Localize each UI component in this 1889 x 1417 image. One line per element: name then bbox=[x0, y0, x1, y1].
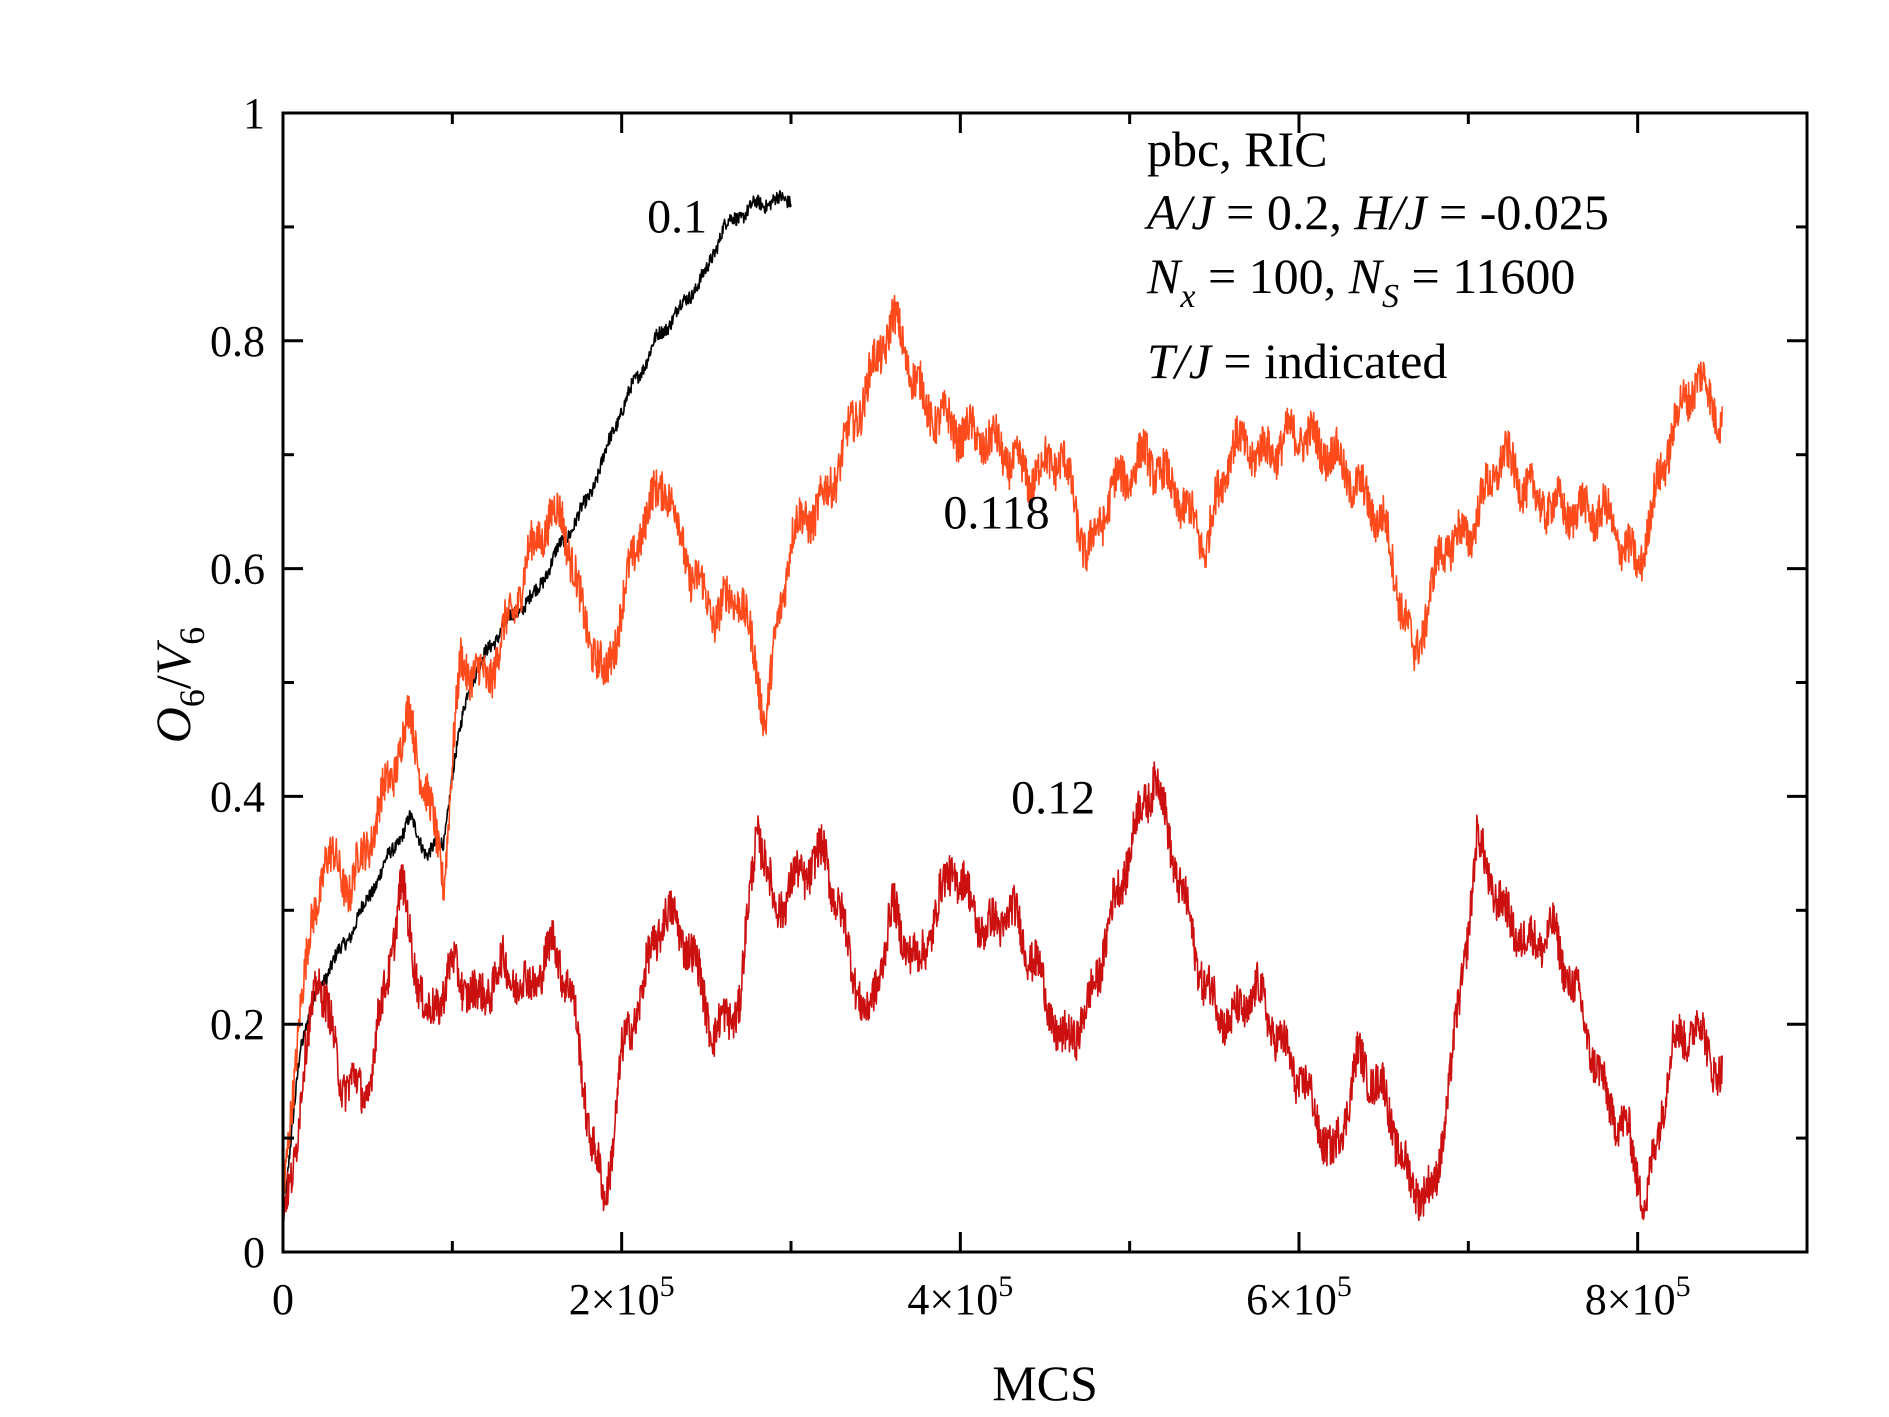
series-line-0-118 bbox=[283, 294, 1723, 1199]
curve-label: 0.118 bbox=[943, 487, 1049, 540]
y-tick-label: 0.2 bbox=[210, 1000, 265, 1049]
x-tick-label: 8×105 bbox=[1585, 1270, 1691, 1324]
series-layer bbox=[283, 190, 1723, 1228]
annotation-line-4: T/J = indicated bbox=[1147, 333, 1447, 389]
y-axis-title: O6/V6 bbox=[145, 627, 212, 744]
y-tick-label: 0 bbox=[243, 1228, 265, 1277]
y-tick-label: 0.8 bbox=[210, 317, 265, 366]
curve-label: 0.12 bbox=[1011, 771, 1095, 824]
x-tick-label: 4×105 bbox=[907, 1270, 1013, 1324]
annotation-line-2: A/J = 0.2, H/J = -0.025 bbox=[1144, 184, 1609, 240]
curve-label: 0.1 bbox=[647, 191, 707, 244]
y-tick-label: 0.6 bbox=[210, 545, 265, 594]
x-tick-label: 0 bbox=[272, 1275, 294, 1324]
y-tick-label: 1 bbox=[243, 89, 265, 138]
plot-frame bbox=[281, 111, 1809, 1254]
annotation-line-3: Nx = 100, NS = 11600 bbox=[1146, 248, 1575, 315]
series-line-0-1 bbox=[283, 190, 792, 1228]
ticks-layer: 0 0.2 0.4 0.6 0.8 1 0 2×105 4×105 6×105 8×105 bbox=[210, 89, 1807, 1324]
annotation-line-1: pbc, RIC bbox=[1147, 121, 1328, 177]
curve-labels: 0.1 0.118 0.12 bbox=[647, 191, 1095, 825]
y-tick-label: 0.4 bbox=[210, 772, 265, 821]
series-line-0-12 bbox=[283, 761, 1723, 1224]
x-tick-label: 6×105 bbox=[1246, 1270, 1352, 1324]
x-axis-title: MCS bbox=[992, 1355, 1098, 1411]
annotation-block: pbc, RIC A/J = 0.2, H/J = -0.025 Nx = 10… bbox=[1144, 121, 1609, 389]
x-tick-label: 2×105 bbox=[569, 1270, 675, 1324]
